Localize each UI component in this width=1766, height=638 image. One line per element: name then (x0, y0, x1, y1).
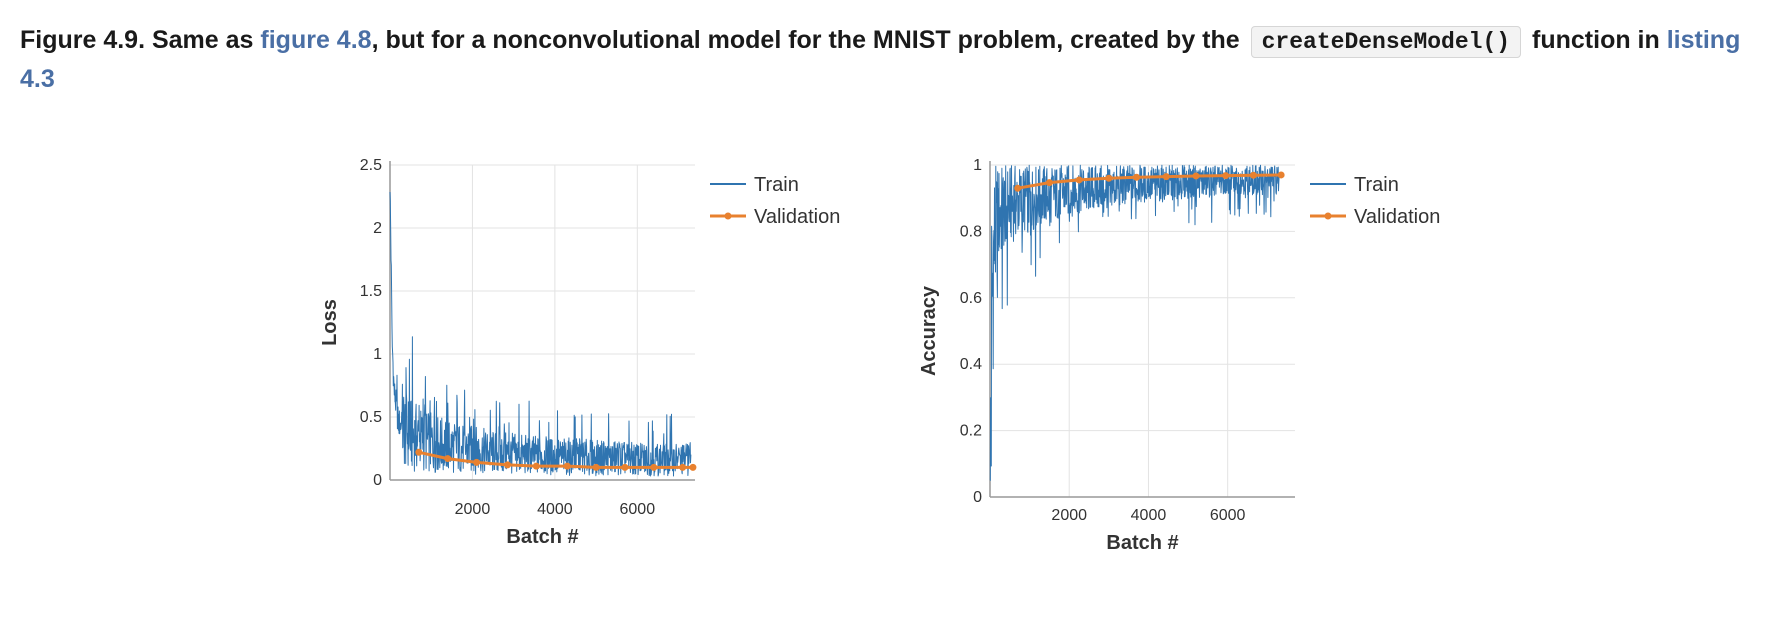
legend-train-label: Train (754, 174, 799, 196)
legend-train-label: Train (1354, 174, 1399, 196)
validation-point (689, 463, 697, 471)
validation-point (1045, 179, 1053, 187)
x-tick-label: 4000 (537, 501, 573, 518)
caption-suffix: function in (1532, 26, 1660, 54)
train-series-line (989, 164, 1280, 481)
x-tick-label: 4000 (1131, 507, 1167, 524)
validation-point (1192, 172, 1200, 180)
validation-point (563, 462, 571, 470)
validation-point (650, 463, 658, 471)
x-axis-label: Batch # (506, 526, 578, 548)
y-tick-label: 0.6 (960, 290, 982, 307)
validation-series-line (1017, 173, 1282, 190)
y-tick-label: 2 (373, 220, 382, 237)
validation-point (473, 458, 481, 466)
y-tick-label: 0.4 (960, 356, 982, 373)
validation-point (1133, 173, 1141, 181)
x-tick-label: 2000 (1051, 507, 1087, 524)
validation-point (1222, 172, 1230, 180)
listing-link[interactable]: listing 4.3 (20, 26, 1741, 93)
legend-validation-label: Validation (754, 206, 840, 228)
y-tick-label: 0 (373, 472, 382, 489)
validation-point (1075, 176, 1083, 184)
validation-point (444, 455, 452, 463)
figure-link[interactable]: figure 4.8 (260, 26, 372, 54)
caption-middle: , but for a nonconvolutional model for t… (371, 26, 1240, 54)
validation-point (679, 463, 687, 471)
validation-point (621, 463, 629, 471)
validation-point (1162, 173, 1170, 181)
y-tick-label: 0.5 (360, 409, 382, 426)
validation-point (1277, 171, 1285, 179)
validation-point (1249, 171, 1257, 179)
y-tick-label: 0.2 (960, 423, 982, 440)
validation-point (592, 463, 600, 471)
y-axis-label: Loss (319, 299, 341, 346)
figure-caption: Figure 4.9. Same as figure 4.8, but for … (20, 22, 1746, 98)
x-tick-label: 2000 (455, 501, 491, 518)
legend-validation-label: Validation (1354, 206, 1440, 228)
x-axis-label: Batch # (1106, 532, 1178, 554)
y-tick-label: 1.5 (360, 283, 382, 300)
x-tick-label: 6000 (1210, 507, 1246, 524)
y-tick-label: 1 (973, 157, 982, 174)
y-axis-label: Accuracy (918, 285, 940, 376)
validation-point (415, 448, 423, 456)
function-name-code: createDenseModel() (1250, 26, 1522, 58)
legend-validation-marker (1324, 212, 1332, 220)
x-tick-label: 6000 (620, 501, 656, 518)
y-tick-label: 0 (973, 489, 982, 506)
validation-point (532, 462, 540, 470)
legend-validation-marker (724, 212, 732, 220)
validation-point (1105, 174, 1113, 182)
validation-point (503, 461, 511, 469)
caption-prefix: Figure 4.9. Same as (20, 26, 261, 54)
y-tick-label: 1 (373, 346, 382, 363)
validation-point (1014, 184, 1022, 192)
y-tick-label: 0.8 (960, 223, 982, 240)
train-series-line (389, 191, 692, 477)
y-tick-label: 2.5 (360, 157, 382, 174)
